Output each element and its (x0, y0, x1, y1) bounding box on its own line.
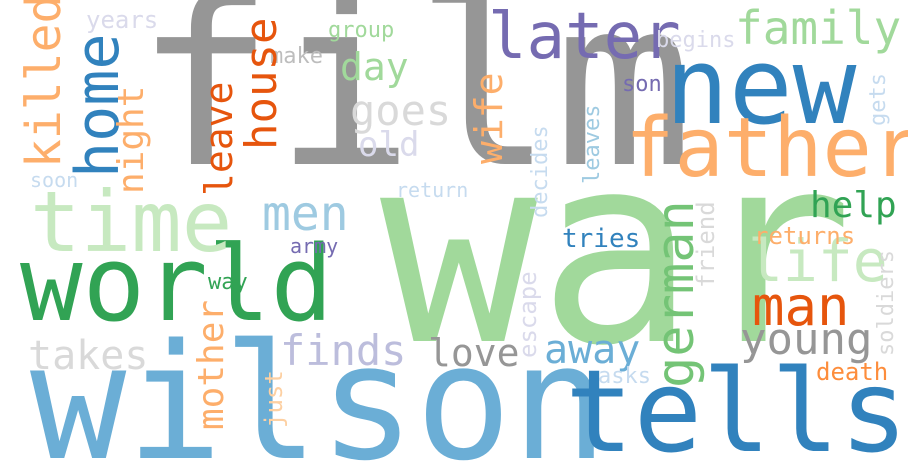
word-love: love (428, 331, 520, 375)
word-leave: leave (197, 81, 241, 196)
word-tries: tries (562, 224, 641, 254)
word-day: day (340, 45, 409, 89)
word-later: later (488, 0, 681, 74)
word-begins: begins (656, 28, 736, 53)
word-man: man (752, 275, 850, 338)
word-son: son (622, 72, 662, 97)
word-film: film (135, 0, 694, 219)
word-return: return (396, 178, 469, 202)
word-wife: wife (467, 72, 511, 164)
word-world: world (20, 223, 334, 345)
word-life: life (748, 227, 888, 295)
word-make: make (270, 44, 323, 69)
word-returns: returns (754, 222, 856, 250)
word-death: death (816, 358, 889, 386)
word-just: just (260, 370, 288, 428)
word-way: way (208, 270, 248, 295)
word-old: old (358, 125, 420, 165)
word-family: family (735, 1, 902, 55)
word-war: war (380, 98, 854, 403)
word-asks: asks (598, 364, 651, 389)
word-escape: escape (514, 271, 542, 358)
word-killed: killed (16, 0, 72, 168)
word-leaves: leaves (580, 104, 605, 184)
word-finds: finds (280, 326, 407, 375)
word-wilson: wilson (30, 309, 608, 474)
word-decides: decides (528, 125, 553, 218)
word-time: time (30, 173, 233, 271)
word-gets: gets (866, 73, 891, 126)
word-night: night (111, 85, 152, 194)
word-takes: takes (28, 333, 149, 379)
word-soon: soon (30, 168, 79, 192)
word-group: group (328, 18, 395, 43)
word-father: father (625, 101, 908, 196)
word-away: away (544, 327, 641, 373)
word-young: young (740, 314, 873, 365)
word-tells: tells (565, 345, 908, 474)
word-soldiers: soldiers (874, 250, 899, 356)
word-men: men (262, 186, 349, 242)
word-help: help (810, 185, 897, 226)
word-years: years (86, 6, 159, 34)
word-house: house (236, 17, 287, 150)
word-friend: friend (692, 201, 720, 288)
word-mother: mother (191, 299, 232, 430)
word-goes: goes (350, 86, 452, 135)
word-army: army (290, 234, 339, 258)
word-new: new (665, 25, 857, 148)
